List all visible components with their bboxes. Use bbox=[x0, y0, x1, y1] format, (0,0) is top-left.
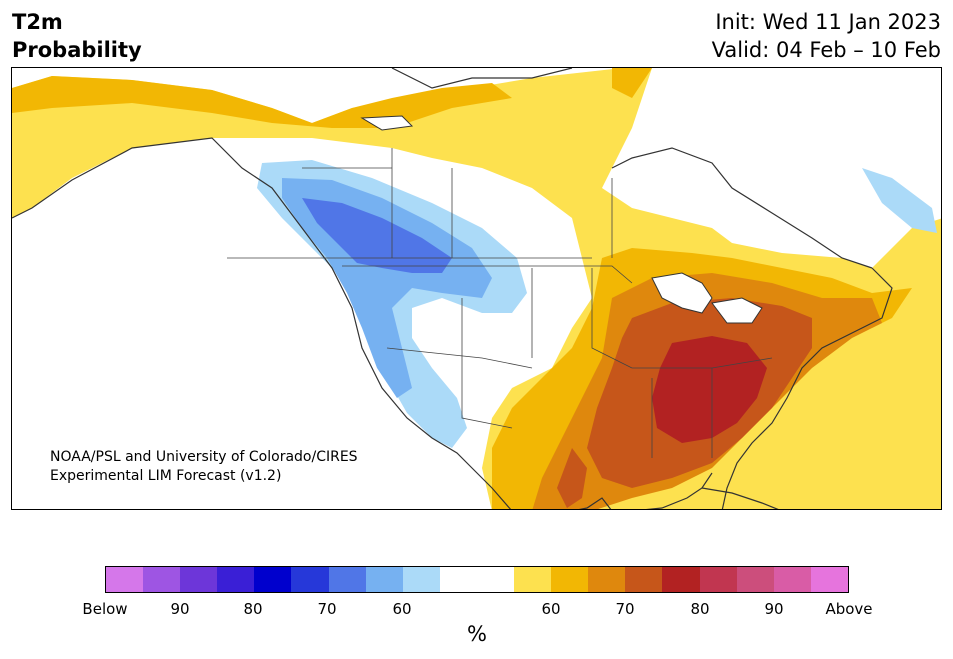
forecast-map: NOAA/PSL and University of Colorado/CIRE… bbox=[11, 67, 942, 510]
colorbar-tick-label: 70 bbox=[615, 600, 635, 618]
colorbar-segment bbox=[588, 567, 626, 592]
map-title: T2m Probability bbox=[12, 8, 142, 64]
political-borders-layer bbox=[227, 148, 773, 458]
forecast-dates: Init: Wed 11 Jan 2023 Valid: 04 Feb – 10… bbox=[712, 8, 941, 64]
colorbar-tick-label: 70 bbox=[317, 600, 337, 618]
credit-line-2: Experimental LIM Forecast (v1.2) bbox=[50, 468, 282, 484]
colorbar-segment bbox=[736, 567, 774, 592]
colorbar-segment bbox=[402, 567, 440, 592]
colorbar-segment bbox=[106, 567, 144, 592]
probability-map-svg bbox=[12, 68, 941, 509]
valid-date-label: Valid: 04 Feb – 10 Feb bbox=[711, 38, 941, 62]
colorbar-tick-label: 90 bbox=[170, 600, 190, 618]
great-lakes bbox=[360, 115, 763, 324]
colorbar-segment bbox=[328, 567, 366, 592]
init-date-label: Init: Wed 11 Jan 2023 bbox=[715, 10, 941, 34]
colorbar-segment bbox=[291, 567, 329, 592]
colorbar-segment bbox=[476, 567, 515, 592]
map-credit: NOAA/PSL and University of Colorado/CIRE… bbox=[50, 448, 358, 486]
colorbar-segment bbox=[143, 567, 181, 592]
red-region bbox=[652, 336, 767, 443]
colorbar-segment bbox=[514, 567, 552, 592]
colorbar-segment bbox=[810, 567, 848, 592]
colorbar-segment bbox=[773, 567, 811, 592]
dark-blue-region bbox=[302, 198, 452, 273]
colorbar-tick-label: 80 bbox=[690, 600, 710, 618]
colorbar-tick-label: 90 bbox=[764, 600, 784, 618]
colorbar-segment bbox=[439, 567, 477, 592]
colorbar-unit: % bbox=[467, 622, 487, 646]
colorbar-segment bbox=[365, 567, 403, 592]
colorbar-tick-label: Below bbox=[82, 600, 128, 618]
colorbar-tick-label: 60 bbox=[392, 600, 412, 618]
title-variable: T2m bbox=[12, 10, 63, 34]
colorbar-segment bbox=[551, 567, 589, 592]
colorbar-tick-label: 60 bbox=[541, 600, 561, 618]
coastline-layer bbox=[12, 68, 893, 509]
colorbar-tick-label: Above bbox=[825, 600, 873, 618]
colorbar-segment bbox=[662, 567, 700, 592]
colorbar-tick-label: 80 bbox=[243, 600, 263, 618]
colorbar-segment bbox=[699, 567, 737, 592]
colorbar-segment bbox=[217, 567, 255, 592]
title-product: Probability bbox=[12, 38, 142, 62]
colorbar-segment bbox=[180, 567, 218, 592]
credit-line-1: NOAA/PSL and University of Colorado/CIRE… bbox=[50, 449, 358, 465]
colorbar-segment bbox=[254, 567, 292, 592]
colorbar-segment bbox=[625, 567, 663, 592]
colorbar bbox=[105, 566, 849, 593]
